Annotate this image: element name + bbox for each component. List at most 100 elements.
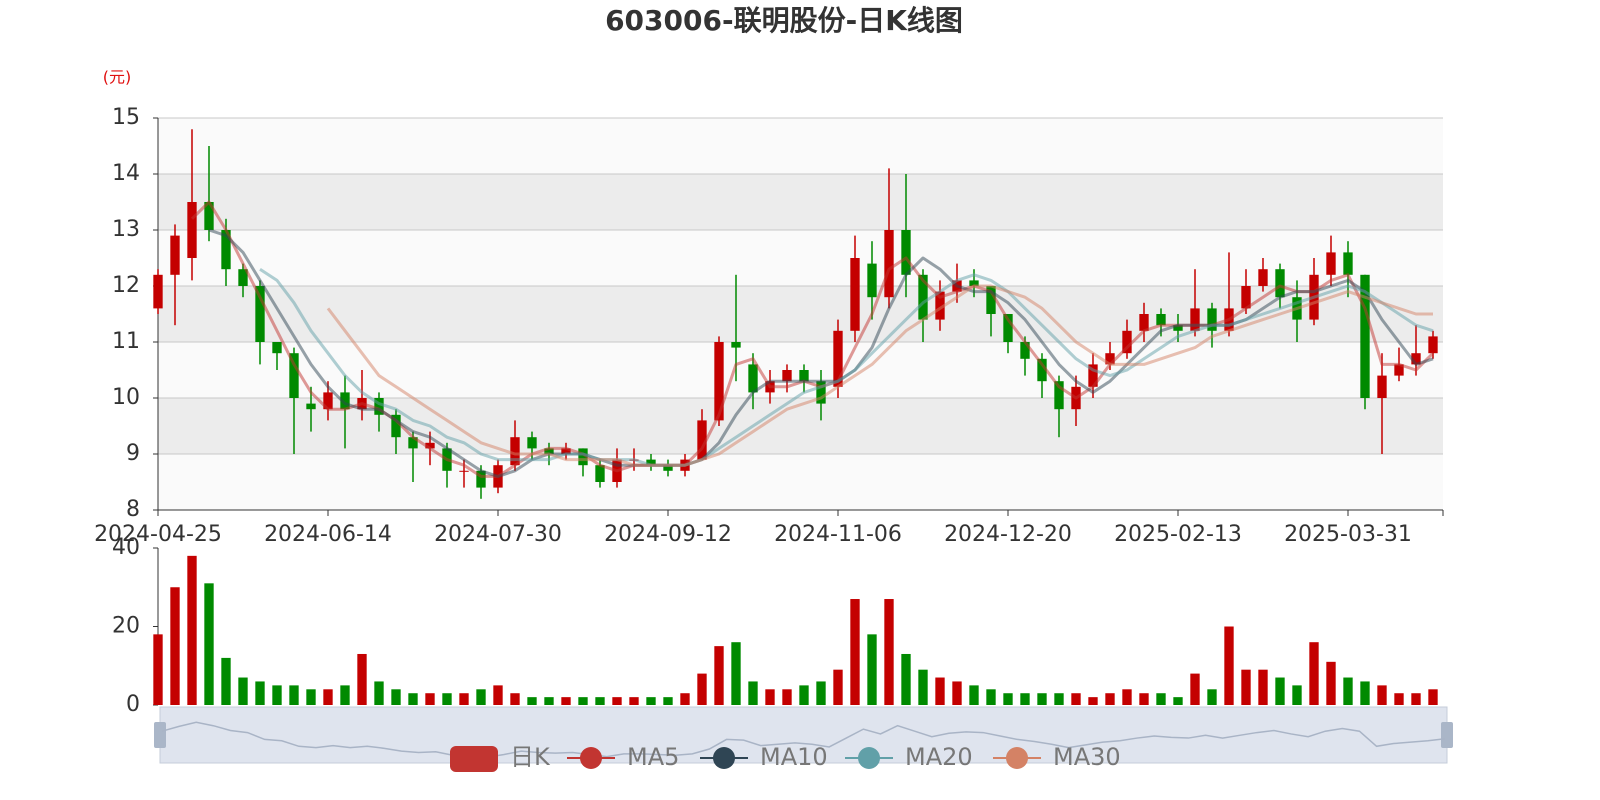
zoom-handle-right[interactable]	[1441, 722, 1453, 748]
volume-bar	[646, 697, 656, 705]
legend-label: MA10	[760, 743, 828, 771]
volume-tick-label: 20	[112, 614, 140, 639]
volume-bar	[527, 697, 537, 705]
volume-bar	[1411, 693, 1421, 705]
zoom-handle-left[interactable]	[154, 722, 166, 748]
volume-bar	[1003, 693, 1013, 705]
volume-bar	[510, 693, 520, 705]
volume-bar	[731, 642, 741, 705]
candle-body	[391, 414, 401, 438]
candle-body	[1122, 330, 1132, 354]
y-tick-label: 9	[126, 441, 140, 466]
legend-icon	[1006, 747, 1028, 769]
candle-body	[170, 235, 180, 275]
candle-body	[1258, 269, 1268, 286]
x-tick-label: 2025-02-13	[1114, 522, 1242, 547]
ma-line	[326, 284, 1433, 467]
grid-band	[158, 174, 1443, 230]
x-tick-label: 2025-03-31	[1284, 522, 1412, 547]
candle-body	[1105, 353, 1115, 365]
volume-bar	[680, 693, 690, 705]
grid-band	[158, 230, 1443, 286]
candle-body	[1394, 364, 1404, 376]
legend-icon	[450, 746, 498, 772]
candle-body	[289, 353, 299, 398]
candle-body	[833, 330, 843, 387]
candle-body	[578, 448, 588, 466]
volume-bar	[748, 681, 758, 705]
volume-bar	[1020, 693, 1030, 705]
volume-bar	[1394, 693, 1404, 705]
volume-bar	[799, 685, 809, 705]
candle-body	[510, 437, 520, 466]
volume-bar	[1037, 693, 1047, 705]
volume-bar	[1088, 697, 1098, 705]
volume-bar	[1190, 673, 1200, 705]
candle-body	[1003, 314, 1013, 342]
candle-body	[1428, 336, 1438, 354]
candle-body	[1275, 269, 1285, 298]
candle-body	[408, 437, 418, 449]
volume-bar	[612, 697, 622, 705]
legend-icon	[713, 747, 735, 769]
y-tick-label: 8	[126, 497, 140, 522]
volume-bar	[952, 681, 962, 705]
y-axis-unit: (元)	[103, 68, 132, 87]
candle-body	[884, 230, 894, 298]
volume-bar	[544, 697, 554, 705]
volume-bar	[1105, 693, 1115, 705]
volume-bar	[153, 634, 163, 705]
candle-body	[1190, 308, 1200, 331]
volume-bar	[442, 693, 452, 705]
candle-body	[986, 286, 996, 314]
candle-body	[221, 230, 231, 270]
volume-bar	[969, 685, 979, 705]
candle-body	[1156, 314, 1166, 326]
volume-bar	[306, 689, 316, 705]
candle-body	[1411, 353, 1421, 365]
candle-body	[697, 420, 707, 460]
candle-body	[1020, 342, 1030, 359]
x-tick-label: 2024-04-25	[94, 522, 222, 547]
candle-body	[918, 274, 928, 320]
candle-body	[561, 448, 571, 454]
candle-body	[748, 364, 758, 393]
legend-label: 日K	[510, 743, 551, 771]
y-tick-label: 13	[112, 217, 140, 242]
grid-band	[158, 118, 1443, 174]
candle-body	[374, 398, 384, 415]
volume-bar	[1258, 669, 1268, 705]
zoom-slider[interactable]	[159, 706, 1448, 764]
volume-bar	[1292, 685, 1302, 705]
volume-bar	[561, 697, 571, 705]
volume-bar	[1275, 677, 1285, 705]
volume-bar	[1326, 661, 1336, 705]
candle-body	[204, 202, 214, 230]
candle-body	[459, 470, 469, 472]
candle-body	[1173, 325, 1183, 331]
candle-body	[1054, 381, 1064, 410]
candle-body	[799, 370, 809, 382]
candle-body	[1088, 364, 1098, 387]
y-tick-label: 15	[112, 105, 140, 130]
candle-body	[595, 465, 605, 482]
candle-body	[969, 280, 979, 286]
volume-bar	[391, 689, 401, 705]
y-tick-label: 14	[112, 161, 140, 186]
candle-body	[663, 465, 673, 471]
volume-bar	[1224, 626, 1234, 705]
candle-body	[425, 442, 435, 449]
volume-bar	[425, 693, 435, 705]
volume-bar	[340, 685, 350, 705]
volume-bar	[323, 689, 333, 705]
candle-body	[714, 342, 724, 421]
volume-bar	[986, 689, 996, 705]
volume-bar	[714, 646, 724, 705]
background-layer	[158, 117, 1443, 511]
volume-bar	[255, 681, 265, 705]
volume-bar	[595, 697, 605, 705]
zoom-preview-line	[161, 721, 1446, 759]
candle-body	[782, 370, 792, 382]
candle-body	[1360, 274, 1370, 398]
